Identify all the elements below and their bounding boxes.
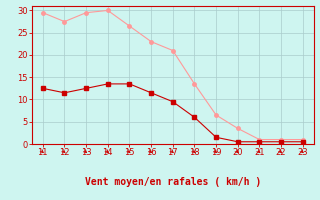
- X-axis label: Vent moyen/en rafales ( km/h ): Vent moyen/en rafales ( km/h ): [85, 177, 261, 187]
